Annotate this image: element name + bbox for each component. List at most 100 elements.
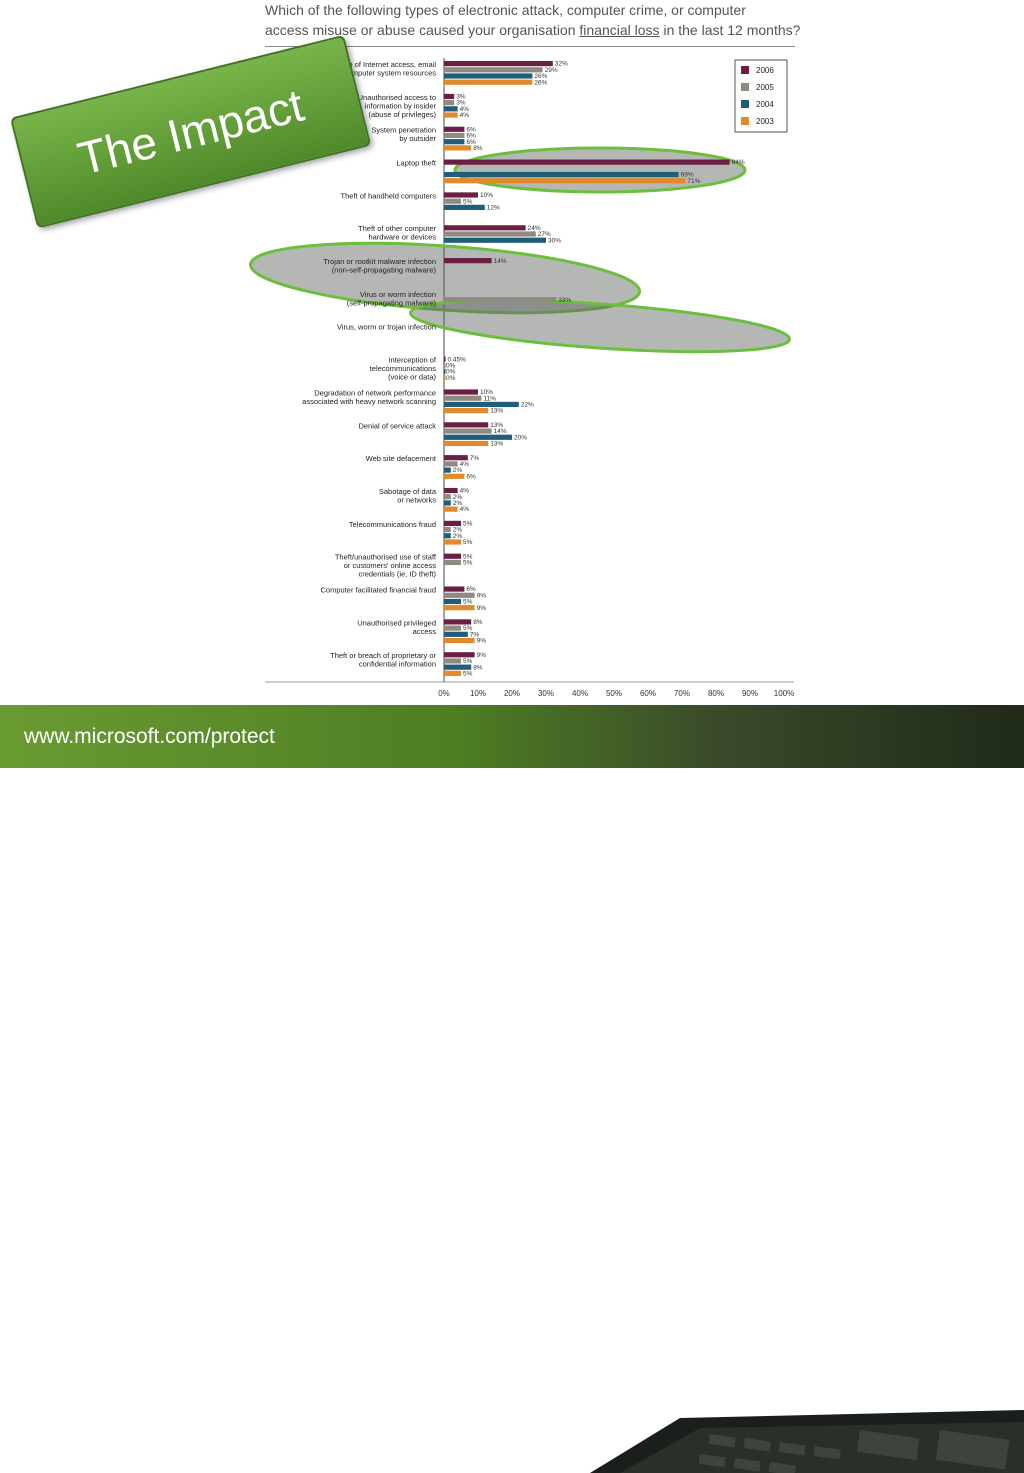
bar-2005 — [444, 658, 461, 664]
data-label: 0.45% — [448, 356, 467, 363]
data-label: 11% — [483, 395, 496, 402]
bar-2003 — [444, 440, 489, 447]
bar-2006 — [444, 520, 461, 526]
data-label: 84% — [732, 159, 745, 166]
data-label: 13% — [490, 408, 503, 415]
data-label: 22% — [521, 402, 534, 409]
data-label: 6% — [466, 126, 476, 133]
bar-2005 — [444, 526, 451, 533]
bar-2003 — [444, 473, 465, 479]
legend: 2006 2005 2004 2003 — [734, 59, 788, 133]
data-label: 4% — [460, 112, 470, 119]
bar-2003 — [444, 79, 533, 85]
bar-2005 — [444, 625, 461, 631]
legend-label: 2005 — [756, 83, 774, 92]
data-label: 29% — [545, 67, 558, 74]
x-tick-label: 100% — [774, 689, 794, 698]
category-label: System penetration — [371, 126, 436, 135]
bar-2003 — [444, 506, 458, 512]
bar-2006 — [444, 586, 465, 592]
data-label: 5% — [463, 599, 473, 606]
data-label: 4% — [460, 106, 470, 113]
data-label: 4% — [460, 461, 470, 468]
bar-2003 — [444, 112, 458, 118]
data-label: 69% — [681, 172, 694, 179]
category-label: (self-propagating malware) — [347, 298, 437, 307]
data-label: 2% — [453, 533, 463, 540]
data-label: 24% — [528, 225, 541, 232]
data-label: 2% — [453, 500, 463, 507]
title-line-2c: in the last 12 months? — [659, 22, 801, 38]
data-label: 8% — [473, 619, 483, 626]
data-label: 9% — [477, 605, 487, 612]
data-label: 7% — [470, 455, 480, 462]
title-rule — [265, 46, 795, 47]
category-label: telecommunications — [370, 364, 437, 373]
category-label: hardware or devices — [368, 233, 436, 242]
category-label: access — [413, 627, 437, 636]
category-label: Sabotage of data — [379, 487, 437, 496]
legend-swatch-2003 — [741, 117, 749, 125]
data-label: 8% — [473, 145, 483, 152]
category-label: Unauthorised access to — [358, 93, 436, 102]
x-tick-label: 10% — [470, 689, 486, 698]
category-label: Theft of handheld computers — [341, 191, 437, 200]
data-label: 14% — [494, 428, 507, 435]
title-line-2a: access misuse or abuse caused your organ… — [265, 22, 580, 38]
legend-label: 2006 — [756, 66, 774, 75]
category-label: or customers' online access — [344, 561, 437, 570]
category-label: Interception of — [388, 356, 436, 365]
bar-2003 — [444, 375, 446, 381]
bar-2004 — [444, 237, 546, 243]
category-label: Theft/unauthorised use of staff — [335, 553, 437, 562]
highlight-ellipse — [248, 241, 642, 315]
bar-2005 — [444, 362, 446, 368]
bar-2003 — [444, 539, 461, 545]
data-label: 2% — [453, 467, 463, 474]
bar-2004 — [444, 467, 451, 473]
category-label: Laptop theft — [396, 159, 437, 168]
bar-2005 — [444, 67, 543, 73]
bar-chart-svg: 0% 10% 20% 30% 40% 50% 60% 70% 80% 90% 100% Insider… — [248, 58, 794, 698]
bar-2005 — [444, 198, 461, 204]
data-label: 5% — [463, 198, 473, 205]
legend-label: 2003 — [756, 117, 774, 126]
category-label: Unauthorised privileged — [357, 618, 436, 627]
x-tick-label: 50% — [606, 689, 622, 698]
bar-2006 — [444, 225, 526, 231]
data-label: 3% — [456, 94, 466, 101]
bar-2004 — [444, 139, 465, 145]
data-label: 71% — [687, 178, 700, 185]
data-label: 10% — [480, 192, 493, 199]
footer-url[interactable]: www.microsoft.com/protect — [24, 725, 275, 748]
data-label: 14% — [494, 258, 507, 265]
highlight-ellipse — [453, 146, 747, 194]
data-label: 8% — [473, 664, 483, 671]
bar-2006 — [444, 422, 489, 428]
category-label: Theft or breach of proprietary or — [330, 651, 436, 660]
bar-2005 — [444, 559, 461, 566]
data-label: 9% — [477, 652, 487, 659]
bar-2003 — [444, 145, 472, 151]
category-label: or networks — [397, 495, 436, 504]
data-label: 5% — [463, 553, 473, 560]
bar-2006 — [444, 159, 730, 165]
data-label: 5% — [463, 658, 473, 665]
category-label: Denial of service attack — [358, 421, 436, 430]
bar-2004 — [444, 73, 533, 79]
x-tick-label: 80% — [708, 689, 724, 698]
bar-2006 — [444, 553, 461, 559]
title-line-2: access misuse or abuse caused your organ… — [265, 20, 805, 40]
x-tick-label: 40% — [572, 689, 588, 698]
bar-2004 — [444, 533, 451, 539]
keyboard-image — [590, 1410, 1024, 1473]
category-label: by outsider — [399, 134, 436, 143]
data-label: 5% — [463, 539, 473, 546]
legend-label: 2004 — [756, 100, 774, 109]
data-label: 6% — [466, 586, 476, 593]
category-label: Virus, worm or trojan infection — [337, 323, 436, 332]
data-label: 6% — [466, 139, 476, 146]
data-label: 2% — [453, 527, 463, 534]
bar-2004 — [444, 368, 446, 375]
bar-2005 — [444, 428, 492, 434]
